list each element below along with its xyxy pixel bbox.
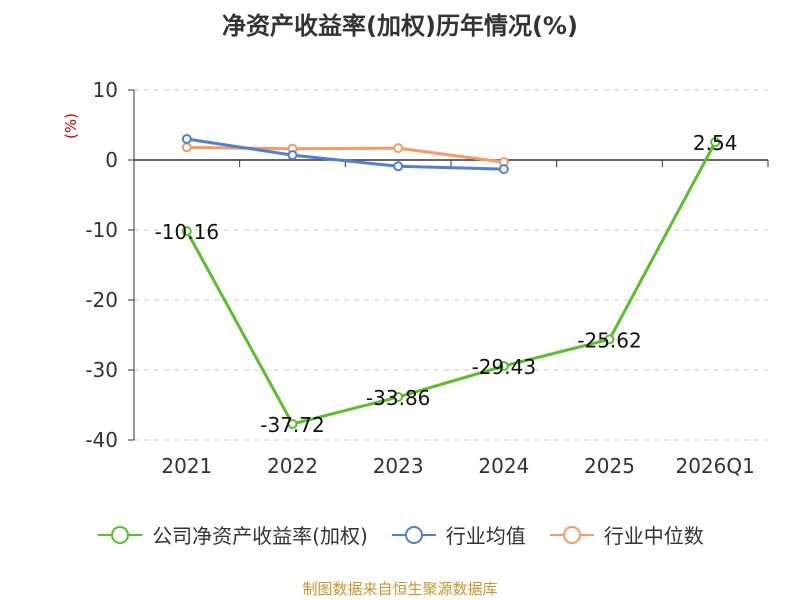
series-line-0 — [185, 141, 717, 426]
data-labels: -10.16 -37.72 -33.86 -29.43 -25.62 2.54 — [155, 131, 738, 437]
point-s0-2024 — [498, 361, 509, 372]
legend-swatch-company — [98, 525, 143, 544]
y-tick-label-0: 10 — [93, 78, 118, 102]
legend-item-industry-mean[interactable]: 行业均值 — [390, 520, 526, 549]
x-tick-label-2023: 2023 — [373, 454, 424, 478]
data-label-2024: -29.43 — [472, 355, 536, 379]
legend-label-industry-median: 行业中位数 — [603, 524, 704, 548]
point-s1-2024 — [498, 164, 509, 175]
legend-label-company: 公司净资产收益率(加权) — [152, 524, 368, 548]
point-s0-2026Q1 — [710, 137, 721, 148]
x-tick-label-2022: 2022 — [267, 454, 318, 478]
y-tick-label-4: -30 — [85, 358, 118, 382]
grid-lines — [134, 89, 768, 441]
series-lines — [181, 134, 721, 430]
x-tick-label-2024: 2024 — [478, 454, 529, 478]
data-label-2026Q1: 2.54 — [693, 131, 738, 155]
y-tick-label-5: -40 — [85, 428, 118, 452]
x-tick-label-2026Q1: 2026Q1 — [675, 454, 754, 478]
legend-label-industry-mean: 行业均值 — [445, 524, 526, 548]
x-tick-label-2021: 2021 — [161, 454, 212, 478]
x-tick-label-2025: 2025 — [584, 454, 635, 478]
data-label-2021: -10.16 — [155, 220, 219, 244]
data-label-2025: -25.62 — [577, 328, 641, 352]
point-s0-2021 — [181, 226, 192, 237]
legend-swatch-industry-median — [549, 525, 594, 544]
y-tick-label-2: -10 — [85, 218, 118, 242]
point-s1-2021 — [181, 134, 192, 144]
point-s2-2021 — [181, 142, 192, 153]
chart-title: 净资产收益率(加权)历年情况(%) — [222, 12, 578, 40]
data-source-note: 制图数据来自恒生聚源数据库 — [302, 580, 498, 598]
legend-item-company[interactable]: 公司净资产收益率(加权) — [96, 520, 368, 549]
y-tick-label-1: 0 — [105, 148, 118, 172]
data-label-2023: -33.86 — [366, 386, 430, 410]
point-s1-2023 — [393, 161, 404, 172]
data-label-2022: -37.72 — [260, 413, 324, 437]
y-tick-label-3: -20 — [85, 288, 118, 312]
point-s0-2025 — [604, 334, 615, 345]
point-s0-2023 — [393, 392, 404, 403]
y-axis-label: (%) — [62, 113, 80, 139]
point-s2-2023 — [393, 143, 404, 154]
legend-swatch-industry-mean — [391, 525, 436, 544]
axes: 10 0 -10 -20 -30 -40 2021 2022 2023 2024 2025 2026Q… — [85, 78, 769, 478]
point-s1-2022 — [287, 150, 298, 161]
point-s0-2022 — [287, 419, 298, 430]
legend-item-industry-median[interactable]: 行业中位数 — [548, 520, 704, 549]
legend: 公司净资产收益率(加权) 行业均值 行业中位数 — [0, 520, 800, 549]
series-line-1 — [186, 137, 504, 171]
